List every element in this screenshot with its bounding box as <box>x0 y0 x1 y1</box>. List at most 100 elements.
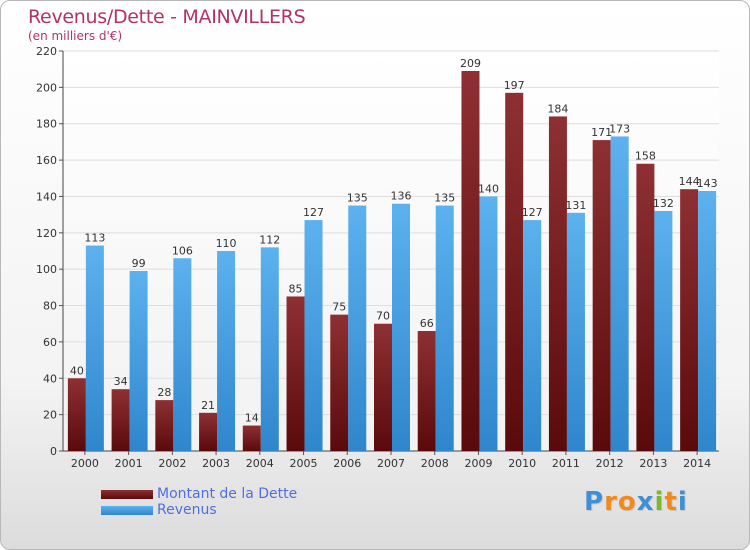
y-tick-label: 180 <box>36 118 57 131</box>
y-tick-label: 0 <box>50 445 57 458</box>
data-label-revenus: 110 <box>216 237 237 250</box>
data-label-dette: 85 <box>289 282 303 295</box>
logo-letter: t <box>664 487 678 517</box>
bar-dette <box>680 189 699 451</box>
bar-revenus <box>85 245 104 451</box>
bar-dette <box>548 116 567 452</box>
bar-revenus <box>392 203 410 451</box>
data-label-dette: 184 <box>547 102 568 115</box>
x-tick-label: 2000 <box>71 457 99 470</box>
x-tick-label: 2007 <box>377 457 405 470</box>
data-label-revenus: 127 <box>522 206 543 219</box>
data-label-revenus: 127 <box>303 206 324 219</box>
bar-dette <box>242 425 261 451</box>
bar-revenus <box>566 212 585 451</box>
data-label-dette: 34 <box>114 375 128 388</box>
logo-letter: P <box>584 487 605 517</box>
logo-letter: i <box>677 487 688 517</box>
y-tick-label: 60 <box>43 336 57 349</box>
data-label-revenus: 135 <box>434 192 455 205</box>
data-label-dette: 197 <box>504 79 525 92</box>
legend-swatch-revenus <box>101 506 153 515</box>
legend-swatch-dette <box>101 490 153 499</box>
chart-subtitle: (en milliers d'€) <box>28 29 123 43</box>
x-tick-label: 2004 <box>246 457 274 470</box>
bar-revenus <box>435 205 454 451</box>
data-label-revenus: 173 <box>609 122 630 135</box>
legend-label-dette: Montant de la Dette <box>157 486 298 502</box>
x-tick-label: 2014 <box>683 457 711 470</box>
bar-revenus <box>260 247 279 451</box>
bar-dette <box>155 400 174 451</box>
bar-revenus <box>479 196 498 451</box>
bar-dette <box>111 389 130 451</box>
data-label-dette: 209 <box>460 57 481 70</box>
x-tick-label: 2009 <box>464 457 492 470</box>
logo-letter: x <box>636 487 655 517</box>
data-label-revenus: 99 <box>132 257 146 270</box>
data-label-dette: 75 <box>332 301 346 314</box>
bar-revenus <box>654 211 673 451</box>
bar-dette <box>374 323 392 451</box>
bar-revenus <box>348 205 367 451</box>
bar-dette <box>67 378 86 451</box>
bar-revenus <box>523 220 542 451</box>
legend-label-revenus: Revenus <box>157 502 217 518</box>
x-tick-label: 2011 <box>552 457 580 470</box>
data-label-dette: 66 <box>420 317 434 330</box>
logo-letter: i <box>654 487 665 517</box>
bar-dette <box>505 92 524 452</box>
data-label-dette: 171 <box>591 126 612 139</box>
logo-letter: r <box>604 487 618 517</box>
x-tick-label: 2013 <box>639 457 667 470</box>
y-tick-label: 100 <box>36 263 57 276</box>
data-label-dette: 14 <box>245 412 259 425</box>
bar-dette <box>417 331 436 451</box>
bar-revenus <box>610 136 629 452</box>
y-tick-label: 20 <box>43 409 57 422</box>
data-label-revenus: 135 <box>347 192 368 205</box>
data-label-revenus: 140 <box>478 182 499 195</box>
x-tick-label: 2002 <box>158 457 186 470</box>
proxiti-logo: Proxiti <box>584 487 688 517</box>
x-tick-label: 2001 <box>115 457 143 470</box>
y-tick-label: 220 <box>36 45 57 58</box>
data-label-revenus: 131 <box>565 199 586 212</box>
bar-dette <box>636 163 655 451</box>
bar-revenus <box>173 258 192 451</box>
data-label-dette: 21 <box>201 399 215 412</box>
bar-revenus <box>698 191 717 451</box>
bar-dette <box>592 140 611 451</box>
x-tick-label: 2003 <box>202 457 230 470</box>
x-tick-label: 2012 <box>596 457 624 470</box>
x-tick-label: 2006 <box>333 457 361 470</box>
data-label-dette: 40 <box>70 364 84 377</box>
bar-dette <box>199 412 218 451</box>
bar-dette <box>330 314 349 451</box>
x-tick-label: 2008 <box>421 457 449 470</box>
data-label-dette: 28 <box>157 386 171 399</box>
bar-dette <box>286 296 305 451</box>
x-tick-label: 2010 <box>508 457 536 470</box>
bar-dette <box>461 71 480 451</box>
y-tick-label: 120 <box>36 227 57 240</box>
bar-revenus <box>129 271 148 451</box>
x-tick-label: 2005 <box>290 457 318 470</box>
data-label-revenus: 112 <box>259 233 280 246</box>
data-label-dette: 158 <box>635 150 656 163</box>
data-label-dette: 70 <box>376 310 390 323</box>
data-label-revenus: 132 <box>653 197 674 210</box>
data-label-dette: 144 <box>679 175 700 188</box>
logo-letter: o <box>617 487 637 517</box>
y-tick-label: 40 <box>43 372 57 385</box>
y-tick-label: 80 <box>43 300 57 313</box>
chart-title: Revenus/Dette - MAINVILLERS <box>28 6 306 28</box>
data-label-revenus: 143 <box>697 177 718 190</box>
y-tick-label: 200 <box>36 81 57 94</box>
y-tick-label: 160 <box>36 154 57 167</box>
data-label-revenus: 113 <box>84 232 105 245</box>
y-tick-label: 140 <box>36 190 57 203</box>
bar-revenus <box>304 220 323 451</box>
